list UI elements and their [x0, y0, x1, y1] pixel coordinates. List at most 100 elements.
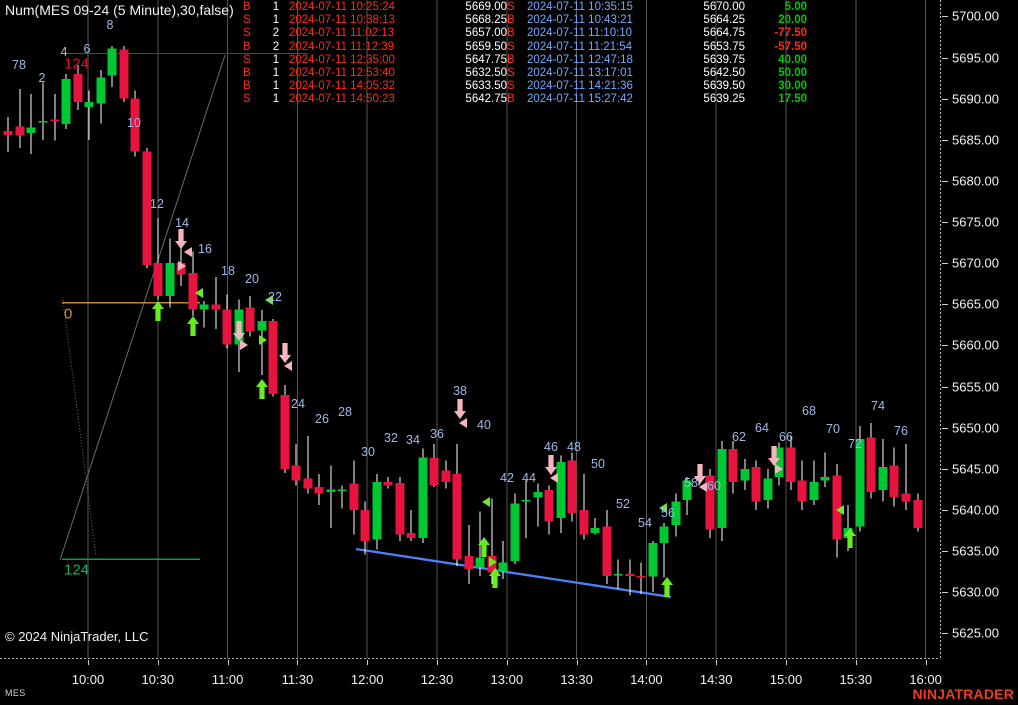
time-axis-tick-mark [925, 660, 927, 665]
trade-row[interactable]: B 2 2024-07-11 11:12:39 5659.50 S 2024-07-11 … [243, 41, 807, 54]
price-axis-border-dot [940, 208, 941, 210]
price-axis-border-dot [940, 180, 941, 182]
time-axis-border-dot [276, 658, 278, 659]
trade-exit-price: 5653.75 [703, 40, 745, 53]
price-axis-tick-label: 5700.00 [952, 8, 999, 24]
time-axis-border-dot [724, 658, 726, 659]
price-axis-border-dot [940, 220, 941, 222]
price-axis-tick-mark [942, 468, 948, 470]
price-axis-border-dot [940, 416, 941, 418]
trade-exit-price: 5642.50 [703, 67, 745, 80]
time-axis-border-dot [680, 658, 682, 659]
time-axis-border-dot [104, 658, 106, 659]
price-axis-border-dot [940, 48, 941, 50]
trade-entry-time: 2024-07-11 11:02:13 [289, 27, 395, 40]
price-axis-border-dot [940, 72, 941, 74]
trade-row[interactable]: B 1 2024-07-11 12:53:40 5632.50 S 2024-07-11 … [243, 67, 807, 80]
price-axis-tick-label: 5630.00 [952, 584, 999, 600]
time-axis-border-dot [536, 658, 538, 659]
price-axis-border-dot [940, 176, 941, 178]
time-axis-tick-mark [576, 660, 578, 665]
time-axis-tick-label: 14:30 [699, 672, 733, 687]
time-axis-border-dot [524, 658, 526, 659]
trade-entry-time: 2024-07-11 10:38:13 [289, 14, 395, 27]
trade-entry-price: 5642.75 [465, 93, 507, 106]
trade-entry-price: 5669.00 [465, 1, 507, 13]
price-axis-border-dot [940, 280, 941, 282]
price-axis-border-dot [940, 332, 941, 334]
time-axis-border-dot [836, 658, 838, 659]
trade-quantity: 1 [272, 93, 280, 106]
time-axis-border-dot [876, 658, 878, 659]
price-axis-border-dot [940, 160, 941, 162]
instrument-tag: MES [5, 688, 26, 698]
time-axis-border-dot [68, 658, 70, 659]
time-axis-border-dot [128, 658, 130, 659]
price-axis-border-dot [940, 496, 941, 498]
time-axis-tick-mark [227, 660, 229, 665]
price-axis-border-dot [940, 172, 941, 174]
time-axis-border-dot [420, 658, 422, 659]
time-axis-border-dot [788, 658, 790, 659]
time-axis-border-dot [268, 658, 270, 659]
time-axis[interactable]: 10:00 10:30 11:00 11:30 12:00 12:30 13:00 13:30… [0, 658, 942, 705]
time-axis-border-dot [736, 658, 738, 659]
time-axis-tick-label: 11:00 [211, 672, 244, 687]
price-axis-border-dot [940, 536, 941, 538]
price-axis[interactable]: 5700.00 5695.00 5690.00 5685.00 5680.00 5675.… [940, 0, 1018, 658]
price-axis-border-dot [940, 300, 941, 302]
price-axis-border-dot [940, 348, 941, 350]
price-axis-border-dot [940, 612, 941, 614]
time-axis-border-dot [444, 658, 446, 659]
price-axis-border-dot [940, 68, 941, 70]
price-axis-border-dot [940, 516, 941, 518]
time-axis-border-dot [624, 658, 626, 659]
time-axis-border-dot [332, 658, 334, 659]
time-axis-tick-label: 10:30 [141, 672, 175, 687]
time-axis-tick-label: 10:00 [71, 672, 105, 687]
trade-exit-action: B [507, 14, 515, 27]
price-axis-border-dot [940, 32, 941, 34]
time-axis-border-dot [280, 658, 282, 659]
trade-row[interactable]: S 2 2024-07-11 11:02:13 5657.00 B 2024-07-11 … [243, 27, 807, 40]
time-axis-border-dot [648, 658, 650, 659]
time-axis-border-dot [40, 658, 42, 659]
time-axis-border-dot [88, 658, 90, 659]
time-axis-tick-label: 13:30 [560, 672, 593, 687]
time-axis-border-dot [600, 658, 602, 659]
price-axis-border-dot [940, 644, 941, 646]
time-axis-border-dot [148, 658, 150, 659]
time-axis-tick-label: 15:30 [839, 672, 873, 687]
trade-row[interactable]: S 1 2024-07-11 14:50:23 5642.75 B 2024-07-11 … [243, 93, 807, 106]
trade-row[interactable]: S 1 2024-07-11 12:35:00 5647.75 B 2024-07-11 … [243, 54, 807, 67]
trade-exit-price: 5639.25 [703, 93, 745, 106]
trade-row[interactable]: B 1 2024-07-11 14:05:32 5633.50 S 2024-07-11 … [243, 80, 807, 93]
price-axis-border-dot [940, 28, 941, 30]
price-axis-tick-label: 5675.00 [952, 214, 999, 230]
trade-exit-time: 2024-07-11 11:21:54 [527, 40, 633, 53]
price-axis-border-dot [940, 224, 941, 226]
time-axis-border-dot [668, 658, 670, 659]
time-axis-border-dot [216, 658, 218, 659]
price-axis-border-dot [940, 452, 941, 454]
price-axis-tick-label: 5670.00 [952, 255, 999, 271]
price-axis-border-dot [940, 564, 941, 566]
trade-row[interactable]: B 1 2024-07-11 10:25:24 5669.00 S 2024-07-11 … [243, 1, 807, 14]
time-axis-border-dot [352, 658, 354, 659]
trade-entry-time: 2024-07-11 14:05:32 [289, 80, 395, 93]
price-axis-tick-label: 5625.00 [952, 625, 999, 641]
price-axis-border-dot [940, 284, 941, 286]
time-axis-border-dot [272, 658, 274, 659]
trend-lines [59, 54, 672, 599]
time-axis-border-dot [692, 658, 694, 659]
time-axis-border-dot [476, 658, 478, 659]
trade-exit-action: S [507, 67, 515, 80]
price-axis-border-dot [940, 600, 941, 602]
price-axis-tick-mark [942, 222, 948, 224]
time-axis-border-dot [204, 658, 206, 659]
price-axis-border-dot [940, 368, 941, 370]
trade-row[interactable]: S 1 2024-07-11 10:38:13 5668.25 B 2024-07-11 … [243, 14, 807, 27]
time-axis-border-dot [780, 658, 782, 659]
price-axis-border-dot [940, 196, 941, 198]
price-axis-border-dot [940, 164, 941, 166]
